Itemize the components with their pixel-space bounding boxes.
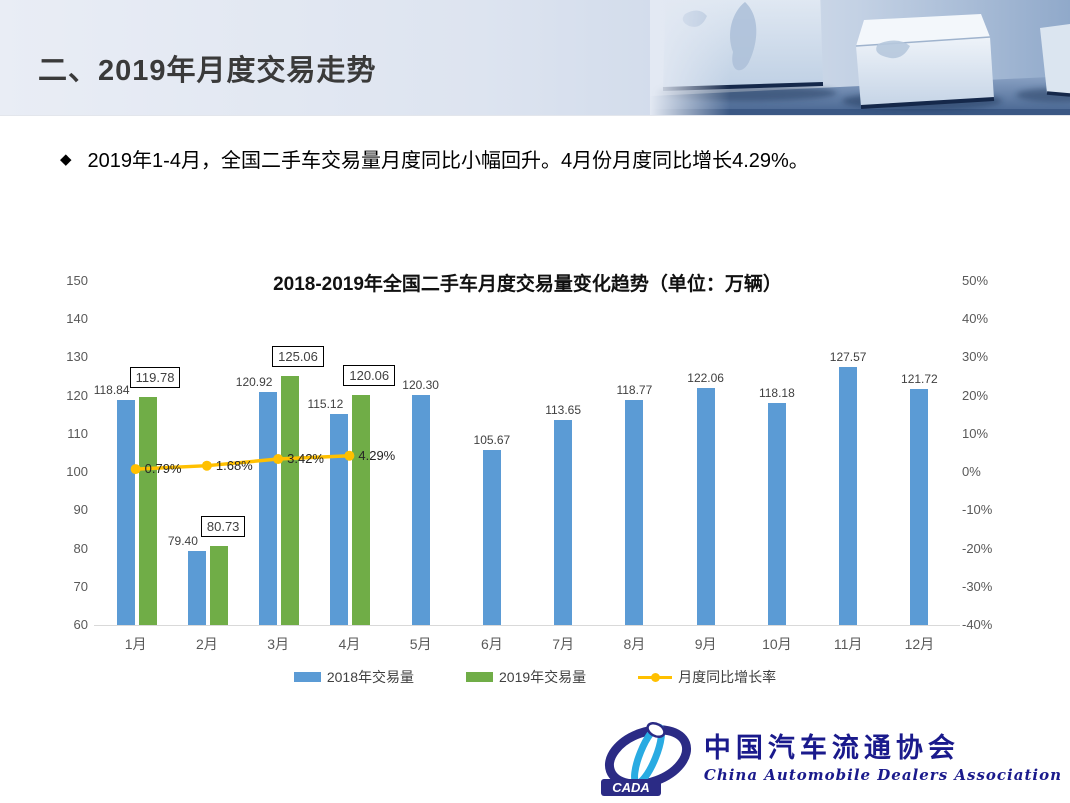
growth-line-label: 0.79%: [144, 461, 182, 477]
bar-2019: [352, 395, 371, 625]
legend-label-growth: 月度同比增长率: [678, 669, 777, 685]
bar-label-2018: 115.12: [307, 397, 344, 412]
legend-swatch-2019: [466, 672, 493, 682]
bar-2018: [411, 394, 430, 625]
monthly-trading-chart: 2018-2019年全国二手车月度交易量变化趋势（单位：万辆） 150 140 13…: [60, 263, 1010, 713]
growth-line-label: 1.68%: [215, 457, 253, 473]
org-name-cn: 中国汽车流通协会: [703, 733, 960, 764]
legend-item-growth: 月度同比增长率: [638, 667, 776, 687]
legend-label-2018: 2018年交易量: [326, 669, 414, 685]
bar-label-2018: 118.77: [616, 383, 653, 398]
cada-emblem-icon: CADA: [600, 721, 691, 796]
y-axis-left-tick: 60: [73, 617, 88, 632]
y-axis-left-tick: 80: [73, 540, 88, 556]
slide-header: 二、2019年月度交易走势: [0, 0, 1070, 116]
y-axis-left-tick: 140: [66, 311, 88, 327]
y-axis-right-tick: 0%: [962, 464, 981, 480]
y-axis-right-tick: -10%: [962, 502, 993, 518]
bar-label-2019: 120.06: [343, 365, 396, 387]
org-name-en: China Automobile Dealers Association: [703, 766, 1062, 784]
org-names: 中国汽车流通协会 China Automobile Dealers Associ…: [703, 733, 1062, 785]
chart-legend: 2018年交易量 2019年交易量 月度同比增长率: [60, 667, 1010, 687]
bar-label-2018: 121.72: [901, 372, 938, 387]
bullet-diamond-icon: ◆: [60, 151, 72, 168]
legend-line-marker: [651, 673, 661, 682]
bar-2018: [330, 414, 349, 625]
y-axis-right-tick: 50%: [962, 273, 989, 288]
bar-2018: [259, 392, 278, 625]
bar-2019: [281, 376, 300, 625]
bar-2018: [482, 450, 501, 625]
bar-label-2019: 80.73: [200, 515, 246, 537]
x-axis-label: 1月: [124, 636, 147, 652]
bar-2019: [138, 396, 157, 625]
y-axis-left-tick: 70: [73, 578, 88, 594]
bar-label-2019: 125.06: [272, 346, 324, 368]
y-axis-left-tick: 120: [66, 387, 88, 403]
legend-item-2019: 2019年交易量: [466, 667, 586, 687]
growth-line-label: 3.42%: [287, 451, 324, 467]
legend-item-2018: 2018年交易量: [293, 667, 414, 687]
bar-label-2018: 118.18: [758, 385, 795, 400]
plot-area: 150 140 130 120 110 100 90 80 70 60 50% 40% 30% 20% 10…: [60, 263, 1010, 713]
x-axis-label: 8月: [623, 636, 646, 652]
bar-label-2018: 105.67: [473, 433, 511, 448]
y-axis-left-tick: 130: [66, 349, 88, 365]
x-axis-label: 3月: [267, 636, 290, 652]
y-axis-left-tick: 150: [66, 273, 88, 288]
bar-label-2018: 122.06: [687, 370, 724, 385]
summary-text: 2019年1-4月，全国二手车交易量月度同比小幅回升。4月份月度同比增长4.29…: [87, 150, 809, 172]
x-axis-label: 5月: [409, 636, 432, 652]
y-axis-right-tick: 30%: [962, 349, 989, 365]
x-axis-label: 6月: [480, 636, 503, 652]
legend-swatch-growth-line: [638, 672, 673, 682]
y-axis-right-tick: 40%: [962, 311, 989, 327]
x-axis-label: 2月: [195, 636, 218, 652]
legend-swatch-2018: [293, 672, 321, 682]
bar-2018: [839, 366, 858, 625]
x-axis-label: 12月: [904, 636, 935, 652]
y-axis-right-tick: -40%: [962, 617, 993, 632]
bar-label-2019: 119.78: [129, 366, 181, 388]
bar-2019: [209, 545, 228, 625]
x-axis-line: [94, 625, 960, 626]
bar-2018: [696, 387, 715, 625]
bar-label-2018: 120.30: [402, 377, 439, 392]
x-axis-label: 10月: [762, 636, 792, 652]
summary-bullet: ◆ 2019年1-4月，全国二手车交易量月度同比小幅回升。4月份月度同比增长4.…: [60, 147, 1040, 175]
y-axis-right-tick: 10%: [962, 425, 989, 441]
decorative-cubes-image: [650, 0, 1070, 115]
bar-2018: [187, 550, 206, 625]
legend-label-2019: 2019年交易量: [499, 669, 587, 685]
chart-title: 2018-2019年全国二手车月度交易量变化趋势（单位：万辆）: [273, 274, 782, 295]
bar-label-2018: 113.65: [545, 402, 582, 417]
growth-line-marker: [201, 460, 212, 471]
bar-2018: [910, 389, 929, 625]
bar-2018: [116, 400, 135, 625]
growth-line-label: 4.29%: [358, 447, 396, 463]
x-axis-label: 9月: [694, 636, 717, 652]
bar-label-2018: 127.57: [829, 349, 867, 364]
x-axis-label: 4月: [338, 636, 361, 652]
bar-label-2018: 118.84: [93, 383, 130, 398]
bar-label-2018: 79.40: [167, 533, 198, 548]
y-axis-right-tick: -20%: [962, 540, 993, 556]
bar-2018: [767, 402, 786, 625]
y-axis-right-tick: 20%: [962, 387, 989, 403]
y-axis-right-tick: -30%: [962, 578, 993, 594]
bar-2018: [554, 419, 573, 625]
x-axis-label: 7月: [552, 636, 575, 652]
bar-label-2018: 120.92: [235, 375, 273, 390]
cada-acronym: CADA: [612, 780, 650, 795]
x-axis-label: 11月: [833, 636, 863, 652]
footer-logo: CADA 中国汽车流通协会 China Automobile Dealers A…: [600, 721, 1062, 797]
y-axis-left-tick: 100: [66, 464, 88, 480]
y-axis-left-tick: 90: [73, 502, 88, 518]
y-axis-left-tick: 110: [67, 425, 88, 441]
section-title: 二、2019年月度交易走势: [38, 55, 377, 87]
bar-2018: [625, 400, 644, 625]
